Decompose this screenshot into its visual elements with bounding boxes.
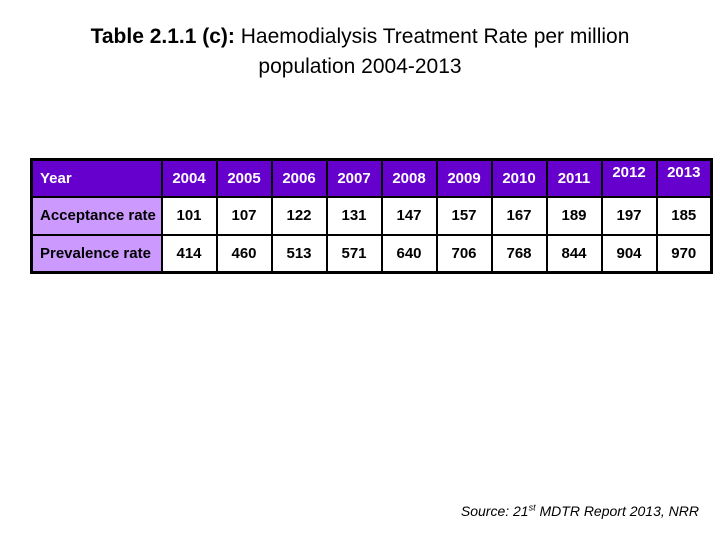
source-superscript: st	[528, 502, 536, 513]
year-header-2009: 2009	[435, 158, 493, 198]
year-header-2010: 2010	[490, 158, 548, 198]
year-header-2007: 2007	[325, 158, 383, 198]
title-line-1: Table 2.1.1 (c): Haemodialysis Treatment…	[0, 22, 720, 52]
prevalence-2008: 640	[380, 233, 438, 274]
year-header-2008: 2008	[380, 158, 438, 198]
acceptance-2006: 122	[270, 195, 328, 236]
year-header-2005: 2005	[215, 158, 273, 198]
slide-title: Table 2.1.1 (c): Haemodialysis Treatment…	[0, 22, 720, 82]
year-header-2006: 2006	[270, 158, 328, 198]
acceptance-2008: 147	[380, 195, 438, 236]
prevalence-2007: 571	[325, 233, 383, 274]
prevalence-2004: 414	[160, 233, 218, 274]
source-rest: MDTR Report 2013, NRR	[535, 503, 699, 519]
acceptance-2012: 197	[600, 195, 658, 236]
prevalence-2012: 904	[600, 233, 658, 274]
year-header-2013: 2013	[655, 158, 713, 198]
acceptance-2007: 131	[325, 195, 383, 236]
title-line1-rest: Haemodialysis Treatment Rate per million	[234, 25, 630, 48]
year-header-2011: 2011	[545, 158, 603, 198]
acceptance-rate-row: Acceptance rate 101 107 122 131 147 157 …	[30, 195, 713, 236]
year-corner-cell: Year	[30, 158, 163, 198]
row-label-prevalence: Prevalence rate	[30, 233, 163, 274]
source-prefix: Source: 21	[460, 503, 529, 519]
prevalence-2010: 768	[490, 233, 548, 274]
acceptance-2010: 167	[490, 195, 548, 236]
title-line-2: population 2004-2013	[258, 55, 462, 78]
prevalence-2011: 844	[545, 233, 603, 274]
acceptance-2005: 107	[215, 195, 273, 236]
prevalence-2006: 513	[270, 233, 328, 274]
title-bold-prefix: Table 2.1.1 (c):	[90, 25, 235, 48]
acceptance-2009: 157	[435, 195, 493, 236]
prevalence-rate-row: Prevalence rate 414 460 513 571 640 706 …	[30, 233, 713, 274]
acceptance-2013: 185	[655, 195, 713, 236]
table-header-row: Year 2004 2005 2006 2007 2008 2009 2010 …	[30, 158, 713, 198]
acceptance-2011: 189	[545, 195, 603, 236]
treatment-rate-table: Year 2004 2005 2006 2007 2008 2009 2010 …	[30, 158, 713, 274]
source-note: Source: 21st MDTR Report 2013, NRR	[461, 503, 699, 519]
year-header-2012: 2012	[600, 158, 658, 198]
prevalence-2013: 970	[655, 233, 713, 274]
year-header-2004: 2004	[160, 158, 218, 198]
prevalence-2009: 706	[435, 233, 493, 274]
acceptance-2004: 101	[160, 195, 218, 236]
prevalence-2005: 460	[215, 233, 273, 274]
row-label-acceptance: Acceptance rate	[30, 195, 163, 236]
